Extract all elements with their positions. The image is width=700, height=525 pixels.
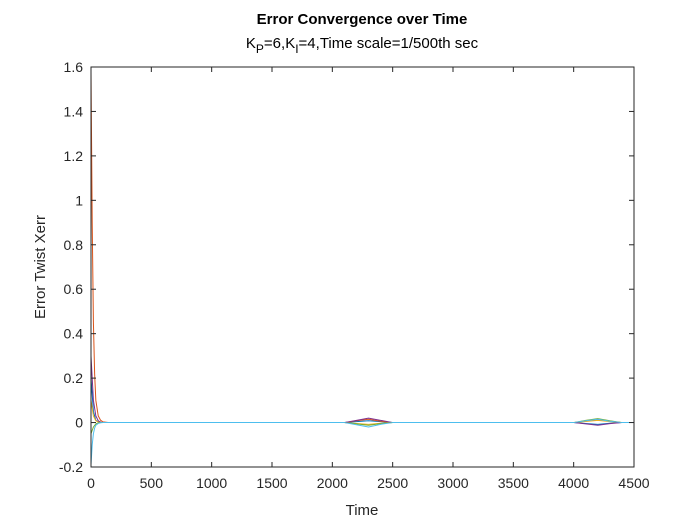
plot-lines bbox=[90, 71, 634, 465]
subtitle-rest: =4,Time scale=1/500th sec bbox=[299, 35, 479, 52]
x-tick-label: 2000 bbox=[317, 475, 348, 491]
y-tick-label: 0.8 bbox=[64, 237, 84, 253]
y-tick-label: 1.4 bbox=[64, 103, 84, 119]
chart-title: Error Convergence over Time bbox=[257, 11, 468, 28]
y-tick-label: 0 bbox=[75, 415, 83, 431]
chart-subtitle: KP=6,KI=4,Time scale=1/500th sec bbox=[246, 35, 479, 56]
x-tick-label: 1000 bbox=[196, 475, 227, 491]
series-line-3 bbox=[90, 400, 634, 425]
x-tick-label: 3000 bbox=[437, 475, 468, 491]
subtitle-i-subscript: I bbox=[295, 42, 298, 56]
x-tick-label: 4000 bbox=[558, 475, 589, 491]
x-axis: 0 500 1000 1500 2000 2500 3000 3500 4000 4500 bbox=[87, 67, 650, 491]
y-tick-label: -0.2 bbox=[59, 459, 83, 475]
series-line-1 bbox=[90, 378, 634, 425]
x-tick-label: 3500 bbox=[498, 475, 529, 491]
y-tick-label: 1.6 bbox=[64, 59, 84, 75]
subtitle-eq1: =6,K bbox=[264, 35, 295, 52]
series-line-6 bbox=[90, 418, 634, 465]
x-tick-label: 500 bbox=[140, 475, 164, 491]
series-line-2 bbox=[90, 71, 634, 424]
subtitle-p-subscript: P bbox=[256, 42, 264, 56]
y-tick-label: 0.4 bbox=[64, 326, 84, 342]
x-tick-label: 0 bbox=[87, 475, 95, 491]
y-tick-label: 0.6 bbox=[64, 281, 84, 297]
x-tick-label: 4500 bbox=[618, 475, 649, 491]
y-axis-label: Error Twist Xerr bbox=[32, 215, 49, 319]
subtitle-k: K bbox=[246, 35, 256, 52]
y-tick-label: 1.2 bbox=[64, 148, 84, 164]
plot-area-frame bbox=[90, 66, 635, 468]
y-tick-label: 1 bbox=[75, 192, 83, 208]
x-tick-label: 2500 bbox=[377, 475, 408, 491]
x-axis-label: Time bbox=[346, 502, 379, 519]
y-tick-label: 0.2 bbox=[64, 370, 84, 386]
x-tick-label: 1500 bbox=[256, 475, 287, 491]
series-line-4 bbox=[90, 355, 634, 426]
y-axis: -0.2 0 0.2 0.4 0.6 0.8 1 1.2 1.4 1.6 bbox=[59, 59, 634, 475]
